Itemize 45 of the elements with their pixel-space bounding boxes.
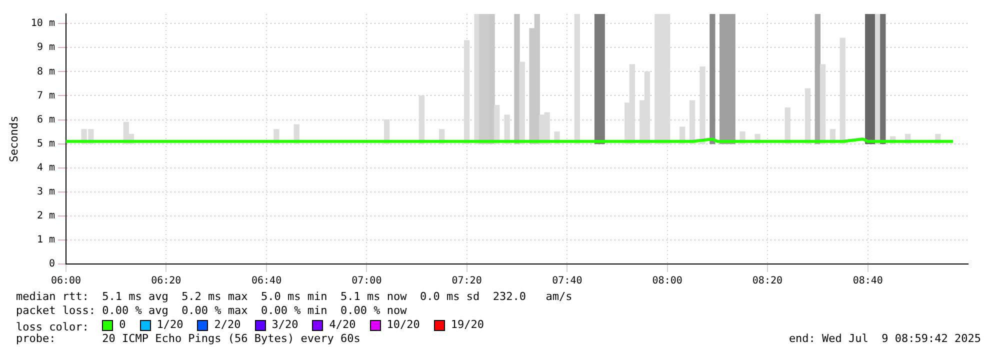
y-tick-label: 2 m [36,210,55,222]
text: median rtt: 5.1 ms avg 5.2 ms max 5.0 ms min 5.1 ms now 0.0 ms sd 232.0 am/s [15,290,574,304]
y-tick-label: 5 m [36,138,55,150]
bar [700,66,706,144]
x-tick-label: 07:20 [452,276,482,287]
bar [689,100,696,144]
bar [418,95,425,144]
bar [514,14,520,144]
bar [804,88,811,144]
bar [574,14,580,144]
legend-label: 3/20 [272,318,298,332]
legend-label: 10/20 [386,318,420,332]
legend-label: 19/20 [450,318,484,332]
legend-label: 1/20 [156,318,184,332]
legend-label: 4/20 [329,318,356,332]
x-tick-label: 08:00 [652,276,682,287]
bar [519,62,525,144]
bar [880,14,886,144]
y-tick-label: 8 m [36,66,55,78]
x-tick-label: 07:00 [352,276,382,287]
y-tick-label: 0 [48,258,55,270]
y-tick-label: 4 m [36,162,55,174]
x-tick-label: 06:40 [251,276,282,287]
text: packet loss: 0.00 % avg 0.00 % max 0.00 % min 0.00 % now [15,304,408,318]
legend-label: 0 [119,318,126,332]
y-axis-title: Seconds [7,116,20,162]
x-tick-label: 06:00 [50,276,82,287]
bar [814,14,820,144]
legend-title: loss color: [16,320,90,334]
legend-label: 2/20 [214,318,241,332]
y-tick-label: 9 m [36,42,55,54]
y-tick-label: 1 m [36,234,55,246]
y-tick-label: 7 m [36,90,55,102]
y-tick-label: 6 m [36,114,55,126]
bar [820,64,826,144]
x-tick-label: 06:20 [151,276,182,287]
x-tick-label: 08:20 [752,276,783,287]
bar [710,14,716,144]
x-tick-label: 07:40 [552,276,582,287]
bar [840,38,846,144]
text: probe: 20 ICMP Echo Pings (56 Bytes) every 60s [16,332,360,345]
y-tick-label: 3 m [36,186,55,198]
x-tick-label: 08:40 [852,276,883,287]
text: end: Wed Jul 9 08:59:42 2025 [788,332,981,346]
y-tick-label: 10 m [30,18,55,30]
